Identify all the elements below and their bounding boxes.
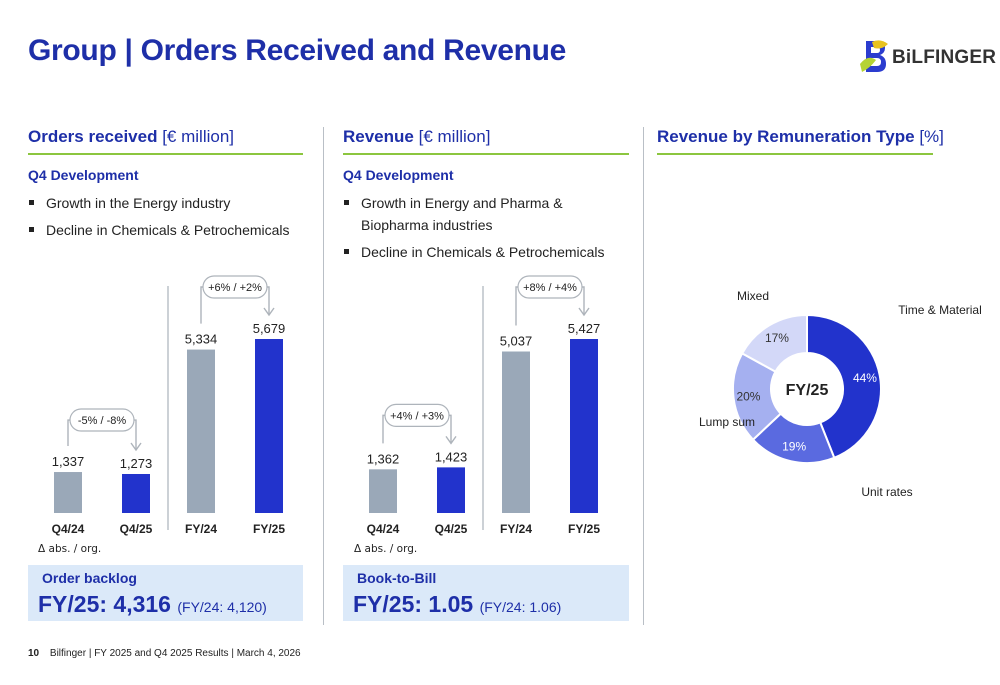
bilfinger-b-icon (860, 40, 888, 72)
growth-annotation: +4% / +3% (390, 410, 444, 422)
order-backlog-box: Order backlog FY/25: 4,316 (FY/24: 4,120… (28, 565, 303, 621)
bar-value-label: 5,679 (253, 321, 286, 336)
bar-chart-svg: 1,362 Q4/24 1,423 Q4/25 5,037 FY/24 5,427 FY/25… (367, 275, 601, 536)
orders-heading-rule (28, 153, 303, 155)
revenue-delta-note: Δ abs. / org. (354, 543, 418, 555)
orders-heading-unit: [€ million] (162, 127, 235, 146)
bar-value-label: 5,334 (185, 332, 218, 347)
revenue-heading-rule (343, 153, 629, 155)
remuneration-heading-text: Revenue by Remuneration Type (657, 127, 915, 146)
category-label: Q4/24 (52, 522, 85, 536)
growth-annotation: +8% / +4% (523, 282, 577, 294)
category-label: Q4/25 (120, 522, 153, 536)
column-divider (323, 127, 324, 625)
slice-percent-label: 44% (853, 371, 877, 385)
growth-annotation: -5% / -8% (78, 415, 127, 427)
kpi-label: Order backlog (42, 570, 137, 586)
bar (437, 467, 465, 513)
bar-value-label: 5,427 (568, 321, 601, 336)
donut-slice (740, 313, 808, 374)
bar (570, 339, 598, 513)
slice-percent-label: 17% (765, 331, 789, 345)
bar (255, 339, 283, 513)
orders-heading-text: Orders received (28, 127, 158, 146)
bar-chart-svg: 1,337 Q4/24 1,273 Q4/25 5,334 FY/24 5,679 FY/25… (52, 275, 286, 536)
orders-delta-note: Δ abs. / org. (38, 543, 102, 555)
bullet-item: Decline in Chemicals & Petrochemicals (28, 219, 303, 241)
footer-text: Bilfinger | FY 2025 and Q4 2025 Results … (49, 648, 301, 659)
donut-slice (806, 313, 882, 460)
slice-name-label: Time & Material (898, 303, 982, 317)
bar (369, 469, 397, 513)
slice-name-label: Lump sum (699, 415, 755, 429)
category-label: FY/25 (253, 522, 285, 536)
category-label: FY/24 (500, 522, 532, 536)
category-label: Q4/24 (367, 522, 400, 536)
column-divider (643, 127, 644, 625)
annotation-pill (384, 403, 450, 427)
page-number: 10 (28, 648, 40, 659)
revenue-subheading: Q4 Development (343, 167, 454, 183)
remuneration-donut-chart: 44% Time & Material 19% Unit rates 20% Lump s… (655, 280, 995, 510)
annotation-arrowhead (263, 307, 275, 317)
orders-bar-chart: 1,337 Q4/24 1,273 Q4/25 5,334 FY/24 5,679 FY/25… (28, 275, 318, 550)
bar (187, 349, 215, 513)
bar (122, 473, 150, 513)
remuneration-heading: Revenue by Remuneration Type [%] (657, 127, 944, 147)
kpi-value-current: FY/25: 1.05 (353, 591, 474, 617)
bullet-item: Growth in Energy and Pharma & Biopharma … (343, 192, 623, 236)
revenue-heading: Revenue [€ million] (343, 127, 490, 147)
bullet-item: Decline in Chemicals & Petrochemicals (343, 241, 623, 263)
category-label: FY/24 (185, 522, 217, 536)
slice-percent-label: 20% (736, 389, 760, 403)
logo-wordmark: BiLFINGER (892, 47, 997, 68)
orders-bullet-list: Growth in the Energy industry Decline in… (28, 192, 303, 246)
bar (502, 351, 530, 513)
kpi-value: FY/25: 1.05 (FY/24: 1.06) (353, 591, 561, 618)
revenue-bar-chart: 1,362 Q4/24 1,423 Q4/25 5,037 FY/24 5,427 FY/25… (343, 275, 633, 550)
bar-value-label: 1,423 (435, 449, 468, 464)
donut-svg: 44% Time & Material 19% Unit rates 20% Lump s… (699, 289, 982, 499)
slice-name-label: Unit rates (861, 485, 912, 499)
page-title: Group | Orders Received and Revenue (28, 34, 567, 67)
kpi-value: FY/25: 4,316 (FY/24: 4,120) (38, 591, 267, 618)
annotation-arrowhead (130, 442, 142, 452)
donut-center-label: FY/25 (786, 382, 829, 399)
annotation-arrowhead (578, 307, 590, 317)
slice-name-label: Mixed (737, 289, 769, 303)
kpi-value-prior: (FY/24: 4,120) (177, 599, 267, 615)
kpi-value-prior: (FY/24: 1.06) (479, 599, 562, 615)
footer: 10 Bilfinger | FY 2025 and Q4 2025 Resul… (28, 648, 301, 659)
revenue-heading-unit: [€ million] (418, 127, 491, 146)
growth-annotation: +6% / +2% (208, 282, 262, 294)
category-label: FY/25 (568, 522, 600, 536)
remuneration-heading-unit: [%] (919, 127, 944, 146)
orders-subheading: Q4 Development (28, 167, 139, 183)
bar (54, 472, 82, 513)
revenue-heading-text: Revenue (343, 127, 414, 146)
remuneration-heading-rule (657, 153, 933, 155)
annotation-pill (202, 275, 268, 299)
bar-value-label: 5,037 (500, 334, 533, 349)
kpi-value-current: FY/25: 4,316 (38, 591, 171, 617)
revenue-bullet-list: Growth in Energy and Pharma & Biopharma … (343, 192, 623, 268)
bullet-item: Growth in the Energy industry (28, 192, 303, 214)
slice-percent-label: 19% (782, 440, 806, 454)
bar-value-label: 1,362 (367, 451, 400, 466)
bar-value-label: 1,337 (52, 454, 85, 469)
annotation-pill (517, 275, 583, 299)
annotation-pill (69, 408, 135, 432)
bar-value-label: 1,273 (120, 456, 153, 471)
book-to-bill-box: Book-to-Bill FY/25: 1.05 (FY/24: 1.06) (343, 565, 629, 621)
annotation-arrowhead (445, 435, 457, 445)
kpi-label: Book-to-Bill (357, 570, 437, 586)
orders-heading: Orders received [€ million] (28, 127, 234, 147)
category-label: Q4/25 (435, 522, 468, 536)
bilfinger-logo: BiLFINGER (858, 38, 996, 78)
